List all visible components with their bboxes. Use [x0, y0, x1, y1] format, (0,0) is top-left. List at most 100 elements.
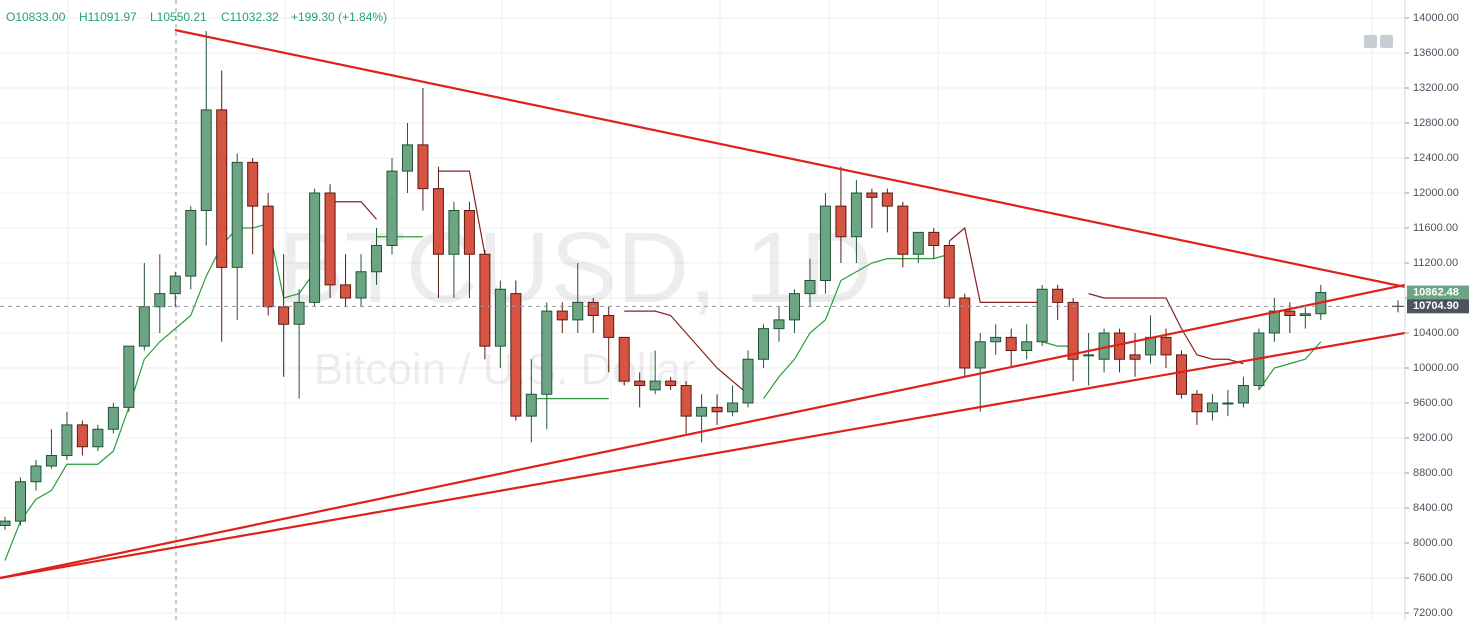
candle-body: [649, 380, 661, 391]
candle-body: [76, 424, 88, 448]
header-high: H11091.97: [79, 10, 137, 24]
candle-body: [386, 170, 398, 247]
indicator-line: [624, 310, 749, 395]
candle-body: [959, 297, 971, 369]
candle-body: [61, 424, 73, 457]
candle-body: [14, 481, 26, 522]
candle-body: [247, 161, 259, 207]
candle-body: [819, 205, 831, 282]
candle-body: [231, 161, 243, 268]
header: O10833.00 H11091.97 L10550.21 C11032.32 …: [6, 10, 387, 24]
candle-body: [773, 319, 785, 330]
last-price-box: [1407, 285, 1469, 300]
candle-body: [1036, 288, 1048, 343]
candle-body: [525, 393, 537, 417]
candle-body: [1222, 402, 1234, 405]
candle-body: [494, 288, 506, 347]
candle-body: [804, 280, 816, 295]
candle-body: [1237, 385, 1249, 404]
y-tick-label: 8000.00: [1413, 537, 1453, 549]
collapse-button[interactable]: [1364, 35, 1377, 48]
candle-body: [1005, 336, 1017, 352]
candle-body: [835, 205, 847, 238]
y-tick-label: 12400.00: [1413, 152, 1459, 164]
candle-body: [556, 310, 568, 321]
candle-body: [200, 109, 212, 212]
y-tick-label: 7600.00: [1413, 572, 1453, 584]
pane-buttons[interactable]: [1364, 35, 1393, 48]
indicator-line: [948, 226, 1043, 303]
candle-body: [169, 275, 181, 295]
header-close: C11032.32: [221, 10, 279, 24]
candle-body: [355, 271, 367, 299]
candle-body: [990, 336, 1002, 343]
y-tick-label: 12000.00: [1413, 187, 1459, 199]
candle-body: [1145, 336, 1157, 356]
candle-body: [680, 385, 692, 417]
candle-body: [866, 192, 878, 198]
candle-body: [45, 455, 57, 467]
candle-body: [1175, 354, 1187, 395]
candle-body: [897, 205, 909, 255]
crosshair-cursor: [1392, 300, 1404, 313]
trend-line: [0, 283, 1406, 580]
candle-body: [92, 428, 104, 448]
candle-body: [696, 406, 708, 417]
candle-body: [0, 520, 11, 527]
maximize-button[interactable]: [1380, 35, 1393, 48]
candle-body: [138, 306, 150, 347]
candle-body: [1129, 354, 1141, 360]
candle-body: [881, 192, 893, 207]
y-tick-label: 12800.00: [1413, 117, 1459, 129]
candle-body: [371, 245, 383, 273]
y-tick-label: 8400.00: [1413, 502, 1453, 514]
y-tick-label: 13200.00: [1413, 82, 1459, 94]
candle-body: [603, 315, 615, 338]
candle-body: [340, 284, 352, 299]
crosshair-price-box: [1407, 299, 1469, 314]
indicator-line: [330, 201, 377, 220]
candle-body: [479, 253, 491, 347]
candle-body: [123, 345, 135, 408]
candle-body: [974, 341, 986, 369]
y-tick-label: 7200.00: [1413, 607, 1453, 619]
candle-body: [1299, 313, 1311, 317]
candle-body: [634, 380, 646, 387]
y-tick-label: 14000.00: [1413, 12, 1459, 24]
candle-body: [185, 210, 197, 277]
candle-body: [30, 465, 42, 483]
watermark-description: Bitcoin / U.S. Dollar: [314, 345, 695, 394]
candle-body: [1268, 310, 1280, 334]
candle-body: [448, 210, 460, 255]
candle-body: [850, 192, 862, 238]
indicator-line: [1258, 341, 1322, 391]
indicator-line: [438, 170, 486, 255]
y-tick-label: 9200.00: [1413, 432, 1453, 444]
y-tick-label: 10000.00: [1413, 362, 1459, 374]
candle-body: [572, 301, 584, 321]
candle-body: [727, 402, 739, 413]
candle-body: [324, 192, 336, 286]
candle-body: [401, 144, 413, 172]
candle-body: [912, 231, 924, 255]
candle-body: [1284, 310, 1296, 317]
trend-line: [174, 28, 1406, 289]
last-price-label: 10862.48: [1413, 286, 1459, 298]
candle-body: [541, 310, 553, 395]
indicator-line: [1088, 293, 1244, 365]
candle-body: [742, 358, 754, 404]
candle-body: [432, 188, 444, 255]
candle-body: [293, 301, 305, 325]
candle-body: [618, 336, 630, 382]
crosshair-price-label: 10704.90: [1413, 300, 1459, 312]
y-tick-label: 10400.00: [1413, 327, 1459, 339]
candle-body: [262, 205, 274, 308]
candle-body: [417, 144, 429, 190]
header-open: O10833.00: [6, 10, 66, 24]
candle-body: [928, 231, 940, 247]
candle-body: [943, 245, 955, 299]
candle-body: [154, 293, 166, 308]
candle-body: [1083, 354, 1095, 357]
